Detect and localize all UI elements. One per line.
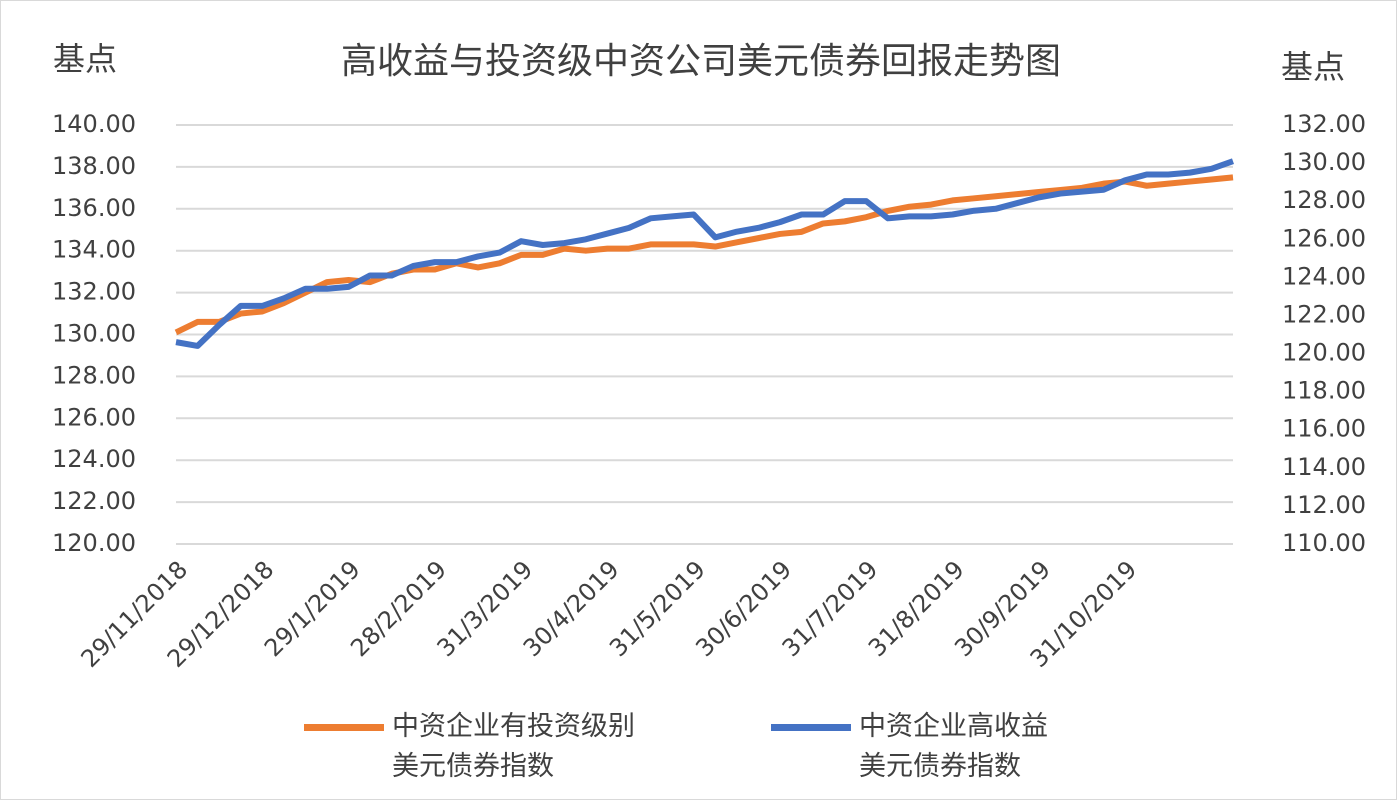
legend-swatch [771, 724, 851, 731]
chart-title: 高收益与投资级中资公司美元债券回报走势图 [341, 41, 1061, 82]
y2-tick-label: 132.00 [1282, 110, 1366, 138]
y-tick-label: 122.00 [52, 487, 136, 515]
y2-tick-label: 114.00 [1282, 453, 1366, 481]
series-line [174, 174, 1234, 336]
y2-tick-label: 120.00 [1282, 339, 1366, 367]
y2-axis-title: 基点 [1281, 48, 1345, 86]
y-tick-label: 130.00 [52, 320, 136, 348]
y-tick-label: 140.00 [52, 110, 136, 138]
y2-tick-label: 126.00 [1282, 224, 1366, 252]
y-tick-label: 120.00 [52, 529, 136, 557]
series-line [175, 158, 1234, 349]
y-tick-label: 128.00 [52, 361, 136, 389]
y2-tick-label: 116.00 [1282, 415, 1366, 443]
y2-tick-label: 122.00 [1282, 300, 1366, 328]
y-tick-label: 126.00 [52, 403, 136, 431]
y-axis-title: 基点 [53, 40, 117, 78]
legend-label: 中资企业高收益 美元债券指数 [859, 711, 1048, 782]
y-tick-label: 132.00 [52, 278, 136, 306]
y-tick-label: 134.00 [52, 236, 136, 264]
y2-tick-label: 110.00 [1282, 529, 1366, 557]
legend-label: 中资企业有投资级别 美元债券指数 [392, 711, 635, 782]
y-tick-label: 138.00 [52, 152, 136, 180]
y2-tick-label: 130.00 [1282, 148, 1366, 176]
y2-tick-label: 112.00 [1282, 491, 1366, 519]
legend-swatch [304, 724, 384, 731]
y2-tick-label: 128.00 [1282, 186, 1366, 214]
y2-tick-label: 118.00 [1282, 377, 1366, 405]
y-tick-label: 136.00 [52, 194, 136, 222]
y-tick-label: 124.00 [52, 445, 136, 473]
y2-tick-label: 124.00 [1282, 262, 1366, 290]
